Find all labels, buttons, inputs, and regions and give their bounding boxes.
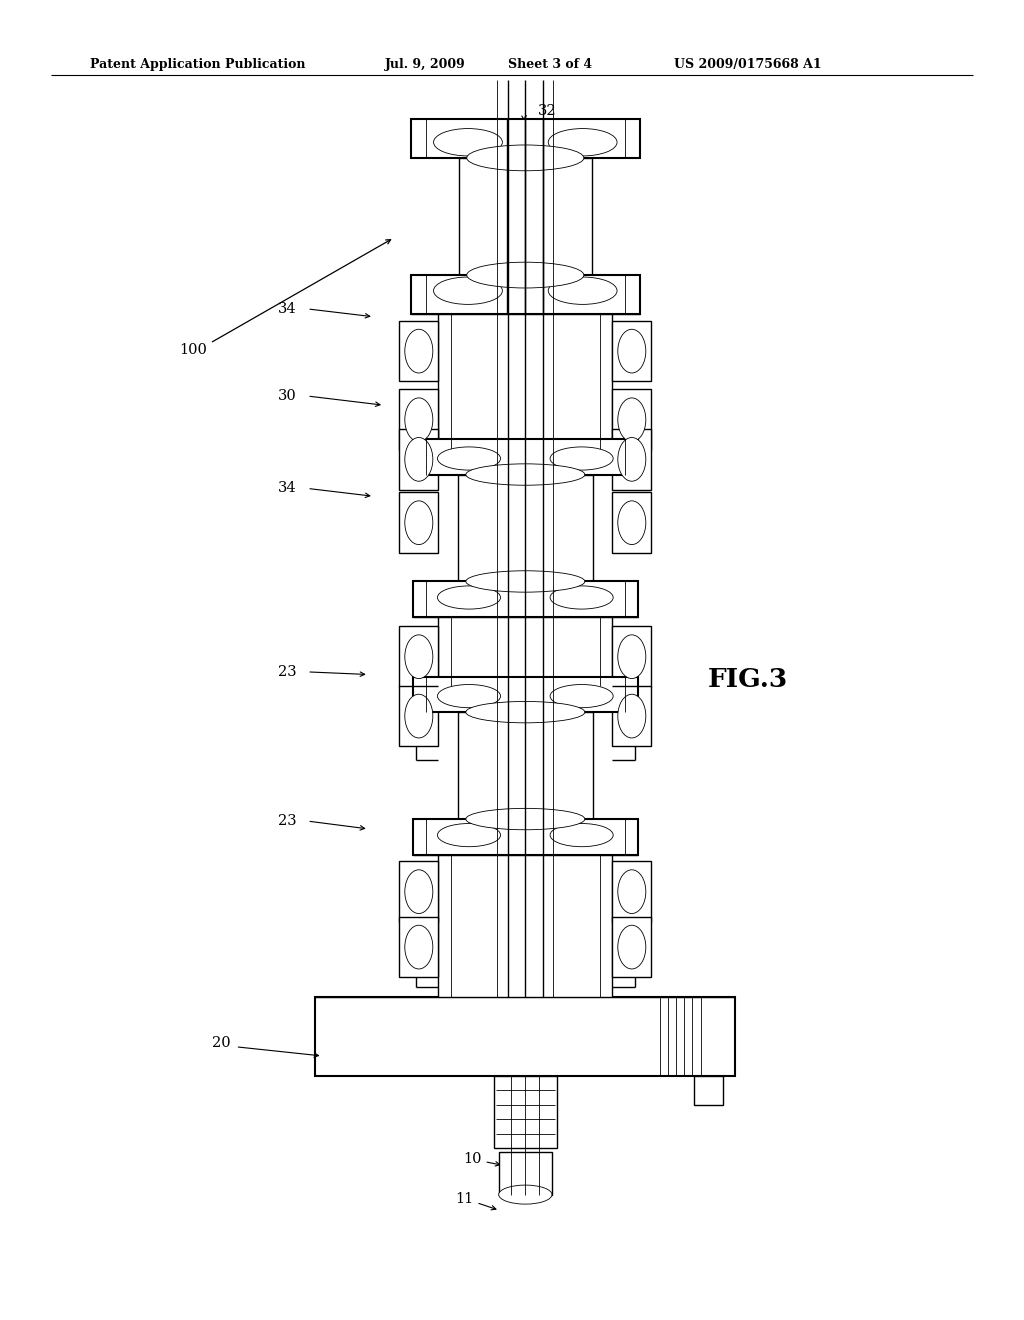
Ellipse shape: [404, 635, 433, 678]
Ellipse shape: [433, 128, 503, 156]
Bar: [612, 862, 651, 923]
Bar: [413, 581, 638, 618]
Bar: [438, 314, 612, 454]
Ellipse shape: [404, 925, 433, 969]
Bar: [459, 158, 592, 275]
Bar: [413, 677, 638, 713]
Ellipse shape: [467, 145, 584, 170]
Ellipse shape: [550, 685, 613, 708]
Ellipse shape: [550, 447, 613, 470]
Ellipse shape: [548, 277, 617, 305]
Text: 20: 20: [212, 1036, 230, 1049]
Bar: [612, 492, 651, 553]
Text: Sheet 3 of 4: Sheet 3 of 4: [508, 58, 592, 71]
Text: 100: 100: [179, 343, 207, 356]
Bar: [612, 686, 651, 747]
Bar: [399, 917, 438, 977]
Ellipse shape: [437, 824, 501, 846]
Text: Jul. 9, 2009: Jul. 9, 2009: [385, 58, 466, 71]
Bar: [399, 686, 438, 747]
Ellipse shape: [433, 277, 503, 305]
Bar: [413, 438, 638, 475]
Ellipse shape: [617, 397, 646, 442]
Text: FIG.3: FIG.3: [708, 668, 787, 692]
Bar: [413, 818, 638, 855]
Ellipse shape: [466, 808, 585, 830]
Text: 34: 34: [279, 482, 297, 495]
Ellipse shape: [550, 824, 613, 846]
Ellipse shape: [617, 437, 646, 482]
Bar: [399, 627, 438, 686]
Ellipse shape: [499, 1185, 552, 1204]
Ellipse shape: [404, 329, 433, 374]
Bar: [413, 676, 638, 855]
Ellipse shape: [617, 635, 646, 678]
Ellipse shape: [617, 500, 646, 545]
Bar: [458, 475, 593, 581]
Bar: [315, 997, 735, 1076]
Bar: [411, 119, 640, 158]
Ellipse shape: [548, 128, 617, 156]
Bar: [612, 627, 651, 686]
Text: 32: 32: [538, 104, 556, 117]
Ellipse shape: [617, 870, 646, 913]
Bar: [411, 275, 640, 314]
Text: 23: 23: [279, 665, 297, 678]
Text: 23: 23: [279, 814, 297, 828]
Bar: [438, 618, 612, 686]
Bar: [612, 429, 651, 490]
Bar: [438, 855, 612, 997]
Ellipse shape: [404, 437, 433, 482]
Ellipse shape: [466, 463, 585, 486]
Ellipse shape: [437, 447, 501, 470]
Bar: [612, 389, 651, 450]
Ellipse shape: [467, 263, 584, 288]
Ellipse shape: [404, 694, 433, 738]
Bar: [399, 389, 438, 450]
Bar: [494, 1076, 557, 1148]
Bar: [399, 429, 438, 490]
Bar: [413, 438, 638, 618]
Text: 10: 10: [463, 1152, 481, 1166]
Bar: [399, 862, 438, 923]
Ellipse shape: [617, 925, 646, 969]
Text: 34: 34: [279, 302, 297, 315]
Ellipse shape: [466, 570, 585, 593]
Ellipse shape: [466, 701, 585, 723]
Bar: [399, 321, 438, 381]
Text: 30: 30: [279, 389, 297, 403]
Text: Patent Application Publication: Patent Application Publication: [90, 58, 305, 71]
Bar: [499, 1152, 552, 1195]
Ellipse shape: [617, 694, 646, 738]
Bar: [694, 1076, 723, 1105]
Bar: [612, 321, 651, 381]
Ellipse shape: [404, 870, 433, 913]
Ellipse shape: [437, 586, 501, 609]
Bar: [458, 713, 593, 818]
Text: US 2009/0175668 A1: US 2009/0175668 A1: [674, 58, 821, 71]
Ellipse shape: [617, 329, 646, 374]
Bar: [399, 492, 438, 553]
Bar: [612, 917, 651, 977]
Ellipse shape: [404, 397, 433, 442]
Ellipse shape: [404, 500, 433, 545]
Text: 11: 11: [455, 1192, 473, 1205]
Bar: [411, 119, 640, 314]
Ellipse shape: [437, 685, 501, 708]
Ellipse shape: [550, 586, 613, 609]
